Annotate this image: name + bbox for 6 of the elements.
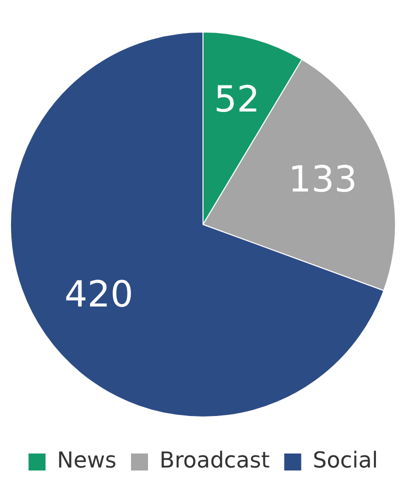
legend-label: News [57, 448, 117, 474]
legend-label: Social [312, 448, 378, 474]
data-label: 420 [64, 274, 134, 316]
data-label: 52 [214, 79, 260, 120]
legend-label: Broadcast [160, 448, 270, 474]
data-label: 133 [288, 159, 358, 200]
